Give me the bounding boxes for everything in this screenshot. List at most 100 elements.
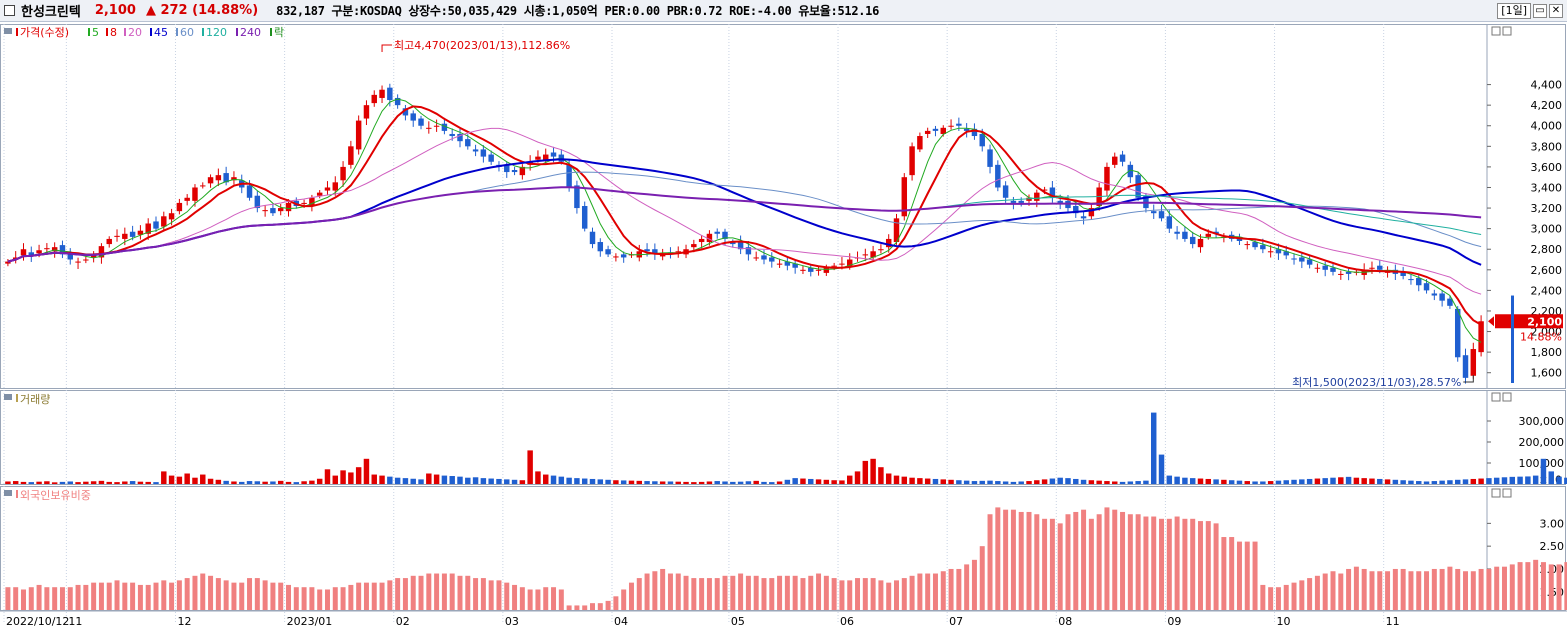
volume-bar [535, 471, 541, 484]
volume-bar [901, 476, 908, 484]
candle-body [784, 261, 791, 266]
volume-bar [1330, 477, 1336, 484]
volume-bar [1564, 477, 1567, 484]
volume-bar [987, 480, 993, 484]
volume-bar [1291, 479, 1297, 484]
volume-bar [1361, 478, 1367, 484]
date-tick-label: 06 [840, 615, 854, 628]
volume-bar [215, 479, 222, 484]
foreign-bar [1104, 507, 1110, 610]
foreign-bar [784, 575, 790, 610]
candle-body [254, 195, 261, 209]
candle-body [1252, 242, 1258, 248]
price-tick-label: 3,400 [1531, 181, 1563, 194]
foreign-bar [387, 580, 393, 610]
candle-body [878, 249, 884, 251]
foreign-bar [917, 573, 923, 610]
candle-body [1408, 279, 1414, 281]
candle-body [441, 123, 448, 131]
volume-bar [1486, 478, 1492, 484]
volume-bar [1540, 458, 1547, 484]
candle-body [566, 164, 572, 188]
foreign-bar [457, 575, 463, 610]
volume-bar [769, 482, 775, 484]
period-selector[interactable]: [1일] [1497, 3, 1531, 19]
price-tick-label: 2,600 [1531, 264, 1563, 277]
candle-body [137, 230, 144, 235]
volume-bar [59, 481, 66, 484]
foreign-bar [371, 582, 377, 610]
date-tick-label: 07 [949, 615, 963, 628]
volume-bar [800, 478, 806, 484]
volume-bar [566, 477, 572, 484]
candle-body [714, 231, 720, 234]
volume-bar [1462, 479, 1469, 484]
candle-body [948, 125, 954, 127]
candle-body [1314, 267, 1321, 269]
volume-bar [441, 475, 448, 484]
volume-bar [496, 478, 502, 484]
candle-body [1174, 231, 1180, 234]
select-checkbox[interactable] [4, 5, 15, 16]
volume-bar [683, 481, 689, 484]
pane-frames [0, 24, 1567, 612]
candle-body [465, 139, 471, 147]
foreign-bar [67, 587, 73, 610]
foreign-bar [247, 578, 253, 610]
window-restore-icon[interactable]: ▭ [1533, 4, 1547, 18]
candle-body [909, 146, 915, 176]
candle-body [1112, 156, 1118, 165]
foreign-bar [753, 575, 759, 610]
foreign-bar [582, 605, 588, 610]
close-icon[interactable]: ✕ [1549, 4, 1563, 18]
volume-bar [1408, 480, 1414, 484]
foreign-bar [1548, 564, 1554, 610]
volume-bar [1150, 412, 1157, 484]
price-tick-label: 1,800 [1531, 346, 1563, 359]
foreign-bar [761, 578, 767, 610]
foreign-bar [488, 580, 494, 610]
candle-body [917, 136, 923, 150]
foreign-bar [1322, 573, 1328, 610]
volume-bar [1416, 481, 1422, 484]
foreign-bar [1127, 514, 1133, 610]
foreign-bar [223, 580, 229, 610]
volume-bar [698, 481, 705, 484]
candle-body [200, 185, 206, 187]
candle-body [1088, 208, 1095, 217]
pane-minimize-icon-0 [1491, 26, 1501, 36]
foreign-bar [855, 578, 861, 610]
volume-bar [823, 479, 830, 484]
volume-bar [83, 481, 89, 484]
volume-pane-label: 거래량 [20, 393, 50, 406]
volume-bar [472, 477, 479, 484]
price-tick-label: 1,600 [1531, 367, 1563, 380]
candle-body [309, 197, 315, 207]
foreign-bar [1385, 571, 1391, 610]
foreign-bar [153, 582, 159, 610]
foreign-bar [574, 605, 580, 610]
volume-bar [1205, 478, 1212, 484]
foreign-bar [473, 578, 479, 610]
candle-body [153, 221, 159, 229]
candle-body [589, 231, 596, 245]
candle-body [1416, 278, 1422, 286]
candle-body [98, 246, 105, 258]
foreign-bar [745, 575, 751, 610]
volume-bar [753, 480, 759, 484]
volume-bar [550, 475, 557, 484]
volume-bar [1345, 476, 1352, 484]
candle-body [1283, 251, 1289, 256]
foreign-bar [652, 571, 658, 610]
volume-bar [1049, 478, 1056, 484]
foreign-bar [1120, 511, 1126, 610]
volume-bar [667, 481, 674, 484]
volume-bar [402, 478, 409, 484]
volume-bar [714, 481, 720, 484]
foreign-bar [971, 559, 977, 610]
candle-body [332, 182, 339, 191]
volume-bar [885, 473, 892, 484]
foreign-bar [161, 580, 167, 610]
chart-title-bar: 한성크린텍 2,100 ▲ 272 (14.88%) 832,187 구분:KO… [0, 0, 1567, 22]
foreign-bar [1283, 584, 1289, 610]
